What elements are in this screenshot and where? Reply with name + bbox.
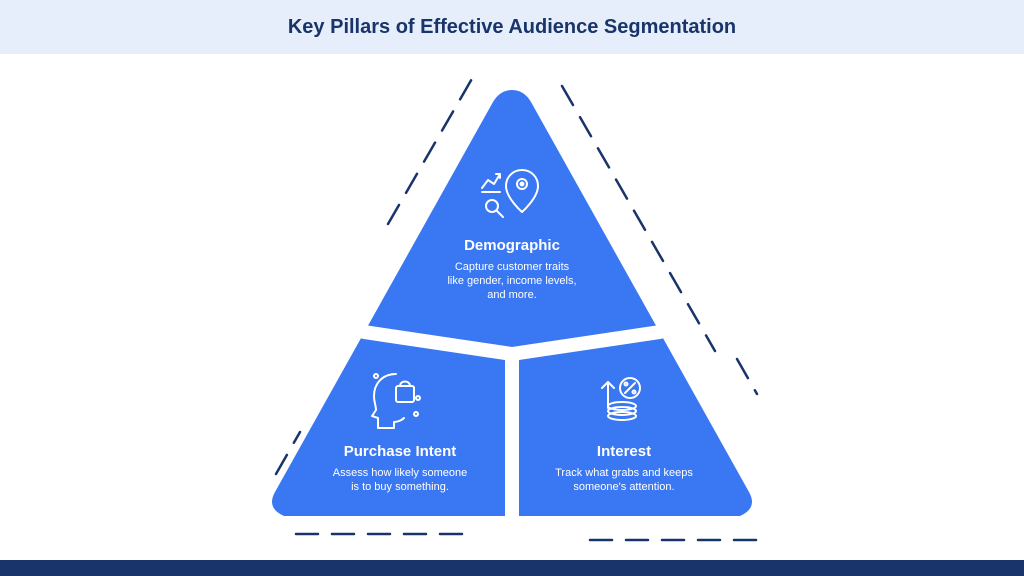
- pillar-top-desc-3: and more.: [487, 289, 537, 301]
- pillar-top-desc-1: Capture customer traits: [455, 261, 570, 273]
- pillar-top-desc-2: like gender, income levels,: [447, 275, 576, 287]
- pillar-right-title: Interest: [597, 443, 651, 460]
- triangle-diagram: Demographic Capture customer traits like…: [0, 54, 1024, 560]
- pillar-left-title: Purchase Intent: [344, 443, 457, 460]
- pillar-top-title: Demographic: [464, 237, 560, 254]
- page-title: Key Pillars of Effective Audience Segmen…: [288, 16, 736, 39]
- header-bar: Key Pillars of Effective Audience Segmen…: [0, 0, 1024, 54]
- pillar-left-desc-1: Assess how likely someone: [333, 467, 468, 479]
- diagram-canvas: Demographic Capture customer traits like…: [0, 54, 1024, 560]
- pillar-right-desc-2: someone's attention.: [573, 481, 674, 493]
- footer-bar: [0, 560, 1024, 576]
- pillar-left-desc-2: is to buy something.: [351, 481, 449, 493]
- pillar-right-desc-1: Track what grabs and keeps: [555, 467, 693, 479]
